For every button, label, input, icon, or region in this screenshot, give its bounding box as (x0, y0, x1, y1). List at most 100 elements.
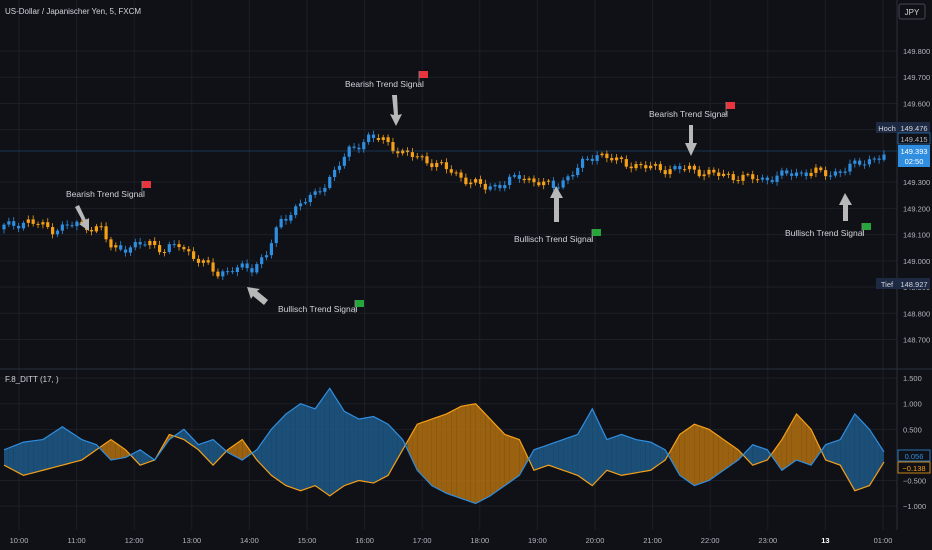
indicator-fill-segment (290, 407, 296, 490)
indicator-fill-segment (762, 448, 768, 462)
candle-body (226, 271, 230, 273)
candle-body (162, 251, 167, 253)
candle-body (260, 257, 264, 265)
indicator-fill-segment (18, 442, 24, 476)
time-tick-label: 11:00 (67, 536, 85, 545)
candle-body (337, 165, 342, 170)
candle-body (755, 179, 760, 181)
candle-body (580, 158, 585, 168)
candle-body (284, 218, 288, 221)
price-tick-label: 149.600 (903, 99, 930, 108)
indicator-tick-label: −0.500 (903, 476, 926, 485)
candle-body (201, 260, 205, 263)
indicator-fill-segment (285, 410, 291, 488)
indicator-fill-segment (499, 429, 505, 490)
candle-body (65, 224, 69, 226)
indicator-fill-segment (733, 446, 739, 464)
candle-body (391, 142, 395, 152)
indicator-fill-segment (28, 440, 34, 475)
candle-body (760, 177, 765, 180)
indicator-fill-segment (636, 439, 641, 473)
indicator-fill-segment (563, 437, 568, 472)
candle-body (828, 175, 833, 177)
candle-body (692, 165, 696, 170)
indicator-fill-segment (597, 419, 603, 481)
indicator-fill-segment (310, 407, 316, 488)
arrow-up-left-icon (247, 287, 268, 305)
candle-body (673, 166, 677, 170)
indicator-orange-badge: −0.138 (897, 461, 931, 474)
indicator-fill-segment (859, 419, 865, 490)
candle-body (94, 226, 98, 232)
candle-body (877, 158, 881, 160)
indicator-fill-segment (324, 388, 330, 496)
candle-body (454, 172, 458, 174)
time-axis[interactable]: 10:00 11:00 12:00 13:00 14:00 15:00 16:00 17:00… (10, 536, 893, 545)
indicator-fill-segment (533, 448, 539, 471)
level-value: 149.415 (900, 135, 927, 144)
candle-body (503, 185, 507, 189)
indicator-fill-segment (417, 422, 423, 476)
candle-body (157, 244, 162, 253)
indicator-fill-segment (378, 419, 384, 481)
candle-body (731, 174, 735, 181)
indicator-fill-segment (835, 439, 841, 466)
candle-body (478, 179, 483, 184)
indicator-fill-segment (344, 411, 350, 486)
candle-body (333, 169, 337, 177)
candle-body (814, 167, 818, 173)
time-tick-label: 17:00 (413, 536, 432, 545)
indicator-fill-segment (845, 422, 850, 483)
candle-body (279, 218, 283, 228)
indicator-fill-segment (806, 424, 812, 466)
candle-body (614, 157, 619, 161)
candle-body (230, 271, 235, 273)
indicator-fill-segment (694, 424, 700, 486)
candle-body (872, 158, 876, 160)
indicator-fill-segment (524, 449, 530, 467)
indicator-axis[interactable]: 1.500 1.000 0.500 −0.500 −1.000 (903, 374, 926, 511)
indicator-title[interactable]: F.8_DITT (17, ) (5, 375, 59, 384)
annotation-2: Bullisch Trend Signal (247, 287, 364, 314)
indicator-fill-segment (300, 403, 306, 491)
indicator-fill-segment (781, 431, 787, 471)
candle-body (12, 221, 16, 226)
candle-body (347, 146, 351, 157)
candle-body (668, 169, 672, 175)
indicator-fill-segment (825, 442, 831, 462)
indicator-fill-segment (422, 420, 427, 481)
indicator-fill-segment (38, 439, 43, 472)
indicator-fill-segment (611, 436, 617, 474)
candle-body (177, 244, 181, 248)
candle-body (60, 224, 64, 231)
indicator-fill-segment (689, 424, 695, 486)
indicator-fill-segment (213, 439, 218, 466)
indicator-line-orange (3, 403, 885, 497)
candle-body (824, 170, 828, 177)
indicator-fill-segment (81, 439, 87, 461)
candle-body (629, 166, 633, 169)
candle-body (313, 191, 317, 195)
time-tick-label: 16:00 (355, 536, 374, 545)
candle-body (546, 180, 551, 182)
indicator-fill-segment (140, 449, 145, 466)
candle-body (726, 173, 731, 175)
candle-body (794, 172, 799, 176)
indicator-fill-segment (470, 403, 476, 504)
indicator-fill-segment (436, 415, 442, 491)
time-tick-label: 23:00 (758, 536, 777, 545)
candle-body (585, 158, 590, 160)
currency-badge[interactable]: JPY (898, 3, 926, 20)
annotation-3: Bearish Trend Signal (345, 71, 428, 126)
candle-body (415, 156, 419, 158)
indicator-fill-segment (334, 396, 340, 493)
candle-body (250, 268, 254, 273)
indicator-fill-segment (864, 424, 870, 488)
indicator-tick-label: 1.000 (903, 400, 922, 409)
candle-body (289, 215, 293, 221)
indicator-fill-segment (874, 436, 880, 478)
candle-body (386, 137, 390, 143)
candle-body (245, 263, 249, 269)
candle-body (721, 173, 726, 176)
